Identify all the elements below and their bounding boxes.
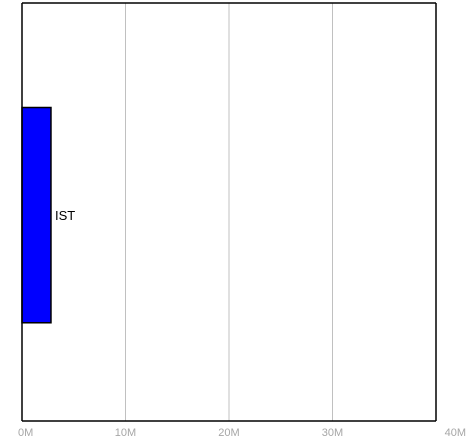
bar-layer xyxy=(21,106,52,324)
x-tick-label-1: 10M xyxy=(115,427,136,439)
x-tick-label-0: 0M xyxy=(18,427,33,439)
x-tick-label-4: 40M xyxy=(445,427,466,439)
axis-layer xyxy=(21,2,437,422)
x-tick-label-3: 30M xyxy=(322,427,343,439)
grid-layer xyxy=(125,3,437,421)
x-tick-label-2: 20M xyxy=(218,427,239,439)
label-layer: IST 0M 10M 20M 30M 40M xyxy=(18,208,466,439)
bar-label-ist: IST xyxy=(55,208,75,223)
bar-ist xyxy=(21,106,52,324)
